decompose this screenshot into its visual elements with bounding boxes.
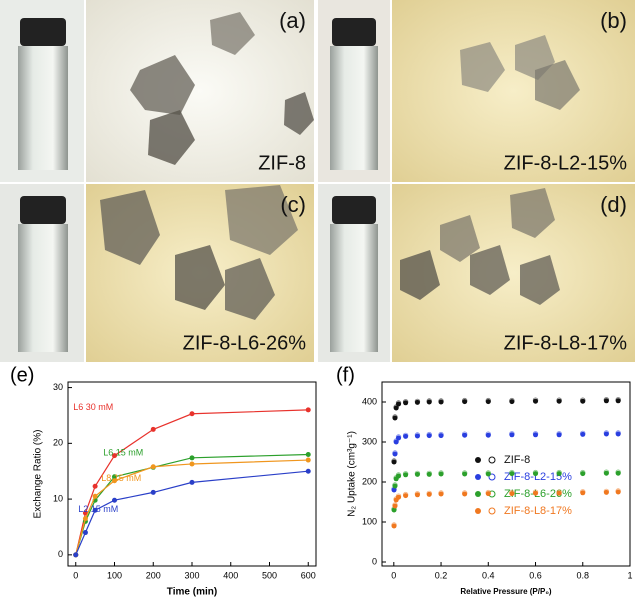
- vial-cap: [20, 18, 66, 46]
- series-label: L2 15 mM: [78, 504, 118, 514]
- x-tick-label: 1: [627, 570, 632, 580]
- data-point: [151, 464, 156, 469]
- data-point: [112, 498, 117, 503]
- legend-label: ZIF-8-L8-17%: [504, 505, 572, 517]
- data-point: [83, 530, 88, 535]
- x-axis-label: Time (min): [167, 587, 217, 598]
- vial: [330, 46, 378, 170]
- data-point: [306, 458, 311, 463]
- x-tick-label: 0.6: [529, 570, 542, 580]
- data-point: [190, 461, 195, 466]
- legend-swatch: [475, 457, 481, 463]
- data-point: [190, 455, 195, 460]
- data-point: [151, 427, 156, 432]
- panel-caption: ZIF-8-L2-15%: [504, 152, 628, 174]
- series-label: L6 30 mM: [73, 402, 113, 412]
- legend-swatch: [489, 457, 495, 463]
- chart-label: (e): [10, 364, 34, 386]
- legend-swatch: [475, 474, 481, 480]
- y-axis-label: N₂ Uptake (cm³g⁻¹): [347, 431, 358, 517]
- legend-label: ZIF-8: [504, 454, 530, 466]
- figure: (a) ZIF-8 (b) ZIF-8-L2-15% (c) ZIF-8-L6-26% (d…: [0, 0, 635, 611]
- data-point: [306, 452, 311, 457]
- legend-swatch: [475, 491, 481, 497]
- y-tick-label: 0: [372, 556, 377, 566]
- x-tick-label: 300: [184, 570, 199, 580]
- x-tick-label: 400: [223, 570, 238, 580]
- vial: [18, 224, 68, 352]
- data-point: [151, 490, 156, 495]
- data-point: [93, 484, 98, 489]
- x-tick-label: 0.8: [577, 570, 590, 580]
- panel-caption: ZIF-8: [258, 152, 306, 174]
- x-tick-label: 600: [301, 570, 316, 580]
- data-point: [190, 480, 195, 485]
- chart-label: (f): [336, 364, 355, 386]
- y-axis-label: Exchange Ratio (%): [33, 430, 44, 519]
- legend-swatch: [475, 508, 481, 514]
- vial-cap: [20, 196, 66, 224]
- x-tick-label: 0.2: [435, 570, 448, 580]
- y-tick-label: 400: [362, 396, 377, 406]
- y-tick-label: 100: [362, 516, 377, 526]
- legend-swatch: [489, 508, 495, 514]
- vial: [330, 224, 378, 352]
- vial-cap: [332, 196, 376, 224]
- x-axis-label: Relative Pressure (P/P₀): [460, 587, 552, 596]
- data-point: [83, 516, 88, 521]
- x-tick-label: 100: [107, 570, 122, 580]
- y-tick-label: 10: [53, 493, 63, 503]
- y-tick-label: 30: [53, 382, 63, 392]
- series-label: L6 15 mM: [103, 448, 143, 458]
- data-point: [306, 407, 311, 412]
- data-point: [190, 411, 195, 416]
- y-tick-label: 300: [362, 436, 377, 446]
- x-tick-label: 200: [146, 570, 161, 580]
- vial: [18, 46, 68, 170]
- series-label: L8 15 mM: [101, 473, 141, 483]
- y-tick-label: 20: [53, 438, 63, 448]
- data-point: [93, 494, 98, 499]
- x-tick-label: 500: [262, 570, 277, 580]
- panel-caption: ZIF-8-L6-26%: [183, 332, 307, 354]
- data-point: [306, 469, 311, 474]
- panel-label: (b): [600, 8, 627, 33]
- panel-label: (d): [600, 192, 627, 217]
- x-tick-label: 0: [73, 570, 78, 580]
- vial-cap: [332, 18, 376, 46]
- y-tick-label: 0: [58, 549, 63, 559]
- x-tick-label: 0: [391, 570, 396, 580]
- panel-label: (c): [280, 192, 306, 217]
- data-point: [73, 552, 78, 557]
- x-tick-label: 0.4: [482, 570, 495, 580]
- y-tick-label: 200: [362, 476, 377, 486]
- panel-caption: ZIF-8-L8-17%: [504, 332, 628, 354]
- panel-label: (a): [279, 8, 306, 33]
